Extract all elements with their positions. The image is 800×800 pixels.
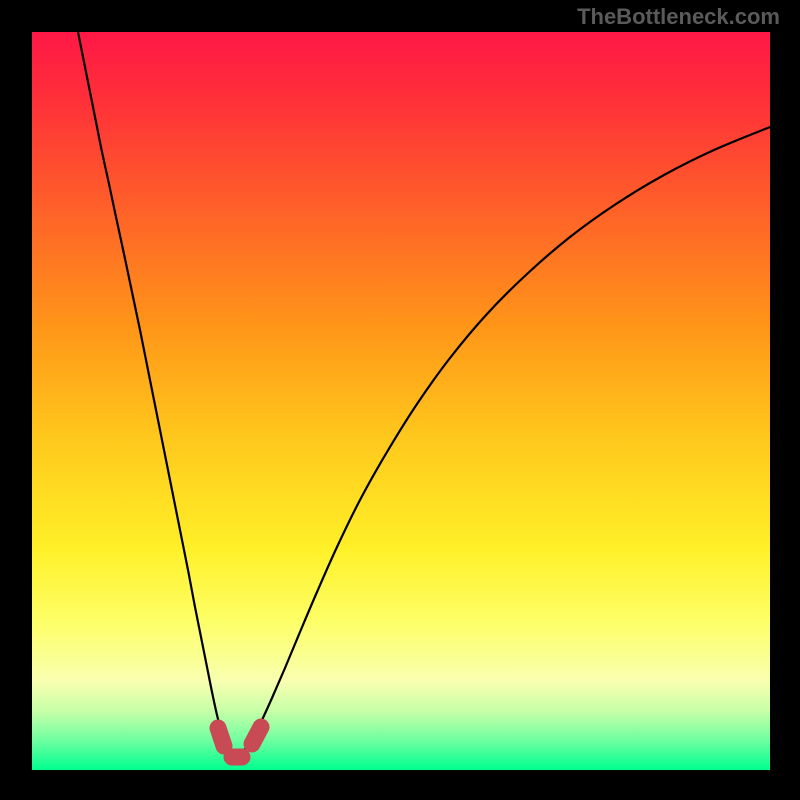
watermark-text: TheBottleneck.com	[577, 4, 780, 30]
chart-container: TheBottleneck.com	[0, 0, 800, 800]
dash-segment	[252, 727, 261, 744]
gradient-background	[32, 32, 770, 770]
plot-area	[32, 32, 770, 770]
dash-segment	[218, 728, 224, 746]
chart-svg	[32, 32, 770, 770]
